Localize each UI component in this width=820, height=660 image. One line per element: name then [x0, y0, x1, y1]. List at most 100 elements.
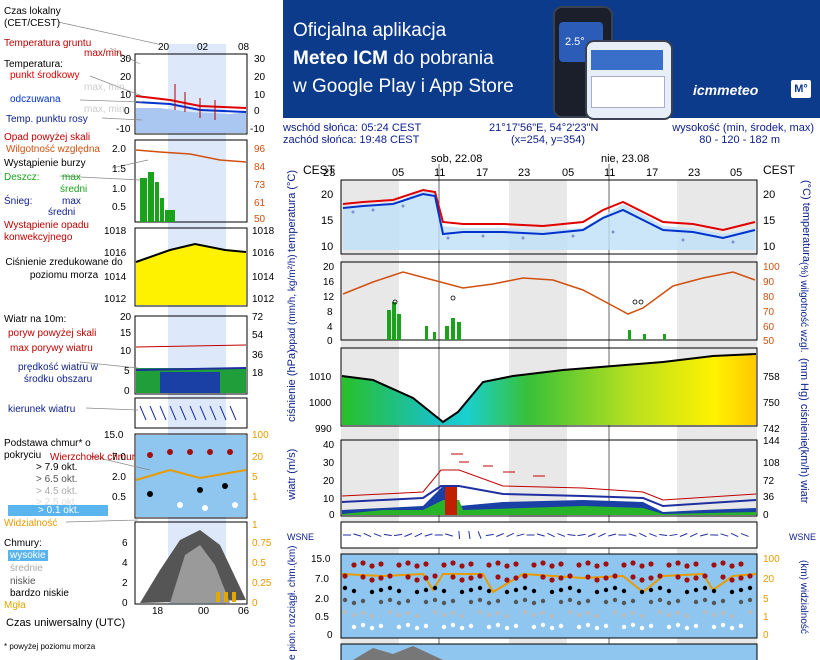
cloud-base-dot	[351, 600, 357, 606]
cloud-base-dot	[522, 609, 528, 615]
temp-tick-10: 10	[321, 241, 333, 253]
cloud-base-dot	[495, 622, 501, 628]
cloud-base-dot	[630, 574, 636, 580]
maxmin-gray-label: max, min	[84, 82, 125, 93]
wind-arrow-icon	[740, 533, 749, 537]
brand-logo: icmmeteo	[693, 82, 759, 98]
cloud-base-dot	[387, 585, 393, 591]
storm-label: Wystąpienie burzy	[4, 158, 86, 169]
wind-ticks: 40 30 20 10 0	[323, 440, 335, 521]
okt-2-label: > 6.5 okt.	[36, 474, 78, 485]
cloud-base-dot	[630, 622, 636, 628]
cloud-base-dot	[396, 624, 402, 630]
press-tick-1012: 1012	[104, 294, 127, 305]
cloud-base-dot	[468, 575, 474, 581]
cloud-base-dot	[450, 622, 456, 628]
wind-tick: 10	[323, 494, 335, 505]
wind-arrow-icon	[567, 533, 576, 537]
cloud-base-dot	[414, 577, 420, 583]
temp-axis-label-right: (°C) temperatura	[800, 180, 812, 263]
snow-max-label: max	[62, 196, 81, 207]
cloud-base-dot	[414, 613, 420, 619]
cb-ticks: 15.0 7.0 2.0 0.5 0	[311, 554, 333, 641]
cloud-base-dot	[729, 577, 735, 583]
cl-tick-05-r: 0.5	[252, 558, 266, 569]
hour-tick: 05	[730, 167, 742, 179]
cloud-base-dot	[630, 560, 636, 566]
cloud-base-dot	[729, 589, 735, 595]
cloud-base-dot	[504, 563, 510, 569]
vis-tick-5: 5	[252, 472, 258, 483]
wind-tick: 20	[323, 476, 335, 487]
cloud-base-dot	[693, 575, 699, 581]
temp-axis-label-left: temperatura (°C)	[286, 170, 298, 252]
cloud-base-dot	[513, 599, 519, 605]
cloud-base-dot	[360, 574, 366, 580]
cloud-base-dot	[486, 624, 492, 630]
cl-tick-0-r: 0	[252, 598, 258, 609]
press-tick-1016: 1016	[104, 248, 127, 259]
cloud-base-dot	[405, 622, 411, 628]
compass-icon-right: WSNE	[789, 532, 816, 542]
mid-clouds-label: średnie	[10, 563, 43, 574]
cloud-base-dot	[531, 562, 537, 568]
cloud-base-dot	[603, 561, 609, 567]
cloud-base-dot	[396, 600, 402, 606]
vis-tick: 0	[763, 630, 769, 641]
cloud-base-dot	[450, 560, 456, 566]
cloud-base-dot	[423, 623, 429, 629]
cloud-base-dot	[657, 597, 663, 603]
cloud-base-dot	[342, 609, 348, 615]
precip-tick: 4	[327, 322, 333, 333]
cl-tick-6: 6	[122, 538, 128, 549]
height-label: wysokość (min, środek, max)	[672, 122, 814, 134]
cloud-base-dot	[675, 574, 681, 580]
wind-arrow-icon	[373, 533, 382, 537]
cloud-base-dot	[351, 624, 357, 630]
cloud-base-label: Podstawa chmur* o pokryciu	[4, 438, 91, 461]
cloud-base-dot	[432, 597, 438, 603]
hum-tick: 60	[763, 322, 775, 333]
cloud-base-dot	[549, 589, 555, 595]
cloud-base-dot	[567, 573, 573, 579]
cloud-base-dot	[657, 609, 663, 615]
cloud-base-dot	[657, 573, 663, 579]
banner-line-2-rest: do pobrania	[393, 48, 494, 69]
cl-tick-025-r: 0.25	[252, 578, 272, 589]
okt-5-label: > 0.1 okt.	[8, 505, 108, 516]
wind-tick-18-r: 18	[252, 368, 264, 379]
cl-tick-4: 4	[122, 558, 128, 569]
cloud-base-dot	[720, 598, 726, 604]
cloud-base-dot	[675, 622, 681, 628]
wind-arrow-icon	[608, 533, 617, 537]
hum-tick-73: 73	[254, 180, 266, 191]
grid-text: (x=254, y=354)	[511, 134, 585, 146]
cloud-base-dot	[621, 624, 627, 630]
cb-axis-label-left: e pion. rozciągł. chm.(km)	[287, 546, 298, 660]
cloud-base-dot	[360, 622, 366, 628]
cb-tick: 7.0	[315, 574, 329, 585]
cloud-base-dot	[342, 597, 348, 603]
temp-tick-30-r: 30	[254, 54, 266, 65]
cloud-base-dot	[585, 560, 591, 566]
precip-above-label: Opad powyżej skali	[4, 132, 91, 143]
cloud-base-dot	[729, 625, 735, 631]
cloud-base-dot	[486, 562, 492, 568]
cloud-base-dot	[540, 598, 546, 604]
cb-tick-7: 7.0	[112, 452, 126, 463]
wind-ticks-r: 144 108 72 36 0	[763, 436, 780, 521]
cloud-base-dot	[648, 623, 654, 629]
meteogram: CEST CEST sob, 22.08 nie, 23.08 23 05 11…	[286, 153, 816, 660]
cloud-base-dot	[666, 600, 672, 606]
cloud-base-dot	[423, 599, 429, 605]
cloud-base-dot	[504, 577, 510, 583]
wind-axis-label-right: (km/h) wiatr	[798, 446, 810, 504]
temperature-label: Temperatura:	[4, 59, 63, 70]
cloud-base-dot	[477, 597, 483, 603]
coords-text: 21°17'56"E, 54°2'23"N	[489, 122, 599, 134]
press-tick-1016-r: 1016	[252, 248, 275, 259]
cloud-base-dot	[468, 623, 474, 629]
wind-tick-15: 15	[120, 328, 132, 339]
app-promo-banner[interactable]: Oficjalna aplikacja Meteo ICM do pobrani…	[283, 0, 820, 120]
wind-arrow-icon	[393, 533, 403, 537]
